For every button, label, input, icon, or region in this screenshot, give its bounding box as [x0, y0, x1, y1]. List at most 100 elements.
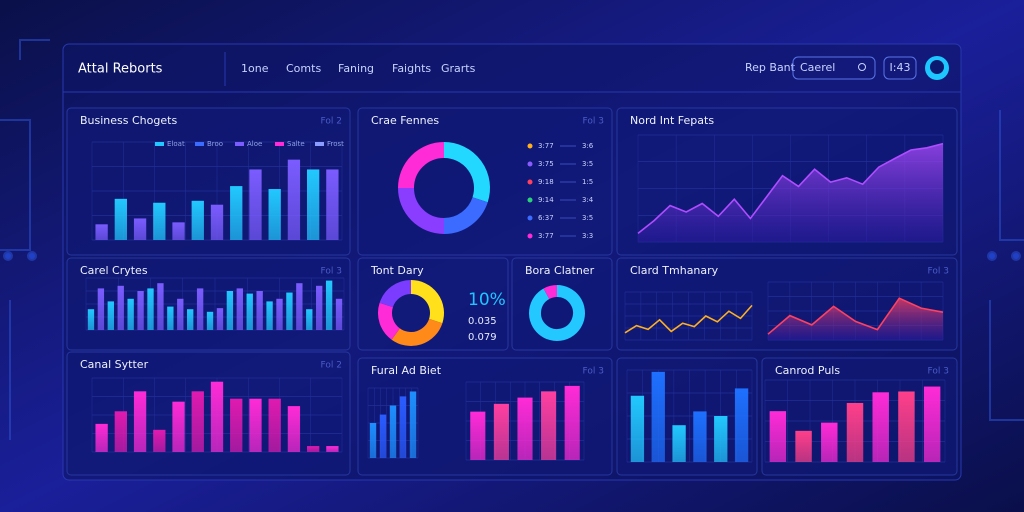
bar [335, 298, 343, 330]
bar [191, 391, 204, 452]
bar [296, 283, 303, 330]
bar [157, 283, 164, 330]
panel-title: Tont Dary [370, 264, 424, 277]
donut-segment [379, 280, 412, 308]
area [768, 298, 943, 340]
bar [95, 423, 108, 452]
search-box[interactable] [792, 56, 876, 80]
bar [693, 411, 707, 462]
donut-segment [391, 318, 443, 346]
bar [249, 169, 262, 240]
bar [564, 385, 580, 460]
stat: 0.035 [468, 316, 497, 327]
legend-key: 3:77 [538, 232, 554, 240]
bar [326, 169, 339, 240]
legend-key: 3:77 [538, 142, 554, 150]
legend-swatch [275, 142, 284, 146]
legend-value: 3:5 [582, 160, 593, 168]
bar [276, 298, 283, 330]
button-label: I:43 [890, 61, 911, 74]
bar [734, 388, 749, 462]
panel-title: Clard Tmhanary [630, 264, 719, 277]
legend-label: Frost [327, 140, 344, 148]
bar [541, 391, 557, 460]
bar [898, 391, 915, 462]
bar [153, 202, 166, 240]
bar [630, 395, 645, 462]
legend-value: 3:5 [582, 214, 593, 222]
bar [236, 288, 243, 330]
line [637, 142, 944, 235]
bar [307, 446, 320, 452]
circuit-decor [0, 39, 1024, 440]
bar [256, 291, 263, 330]
nav-item[interactable]: Comts [286, 62, 321, 75]
legend-dot [527, 179, 533, 185]
panel-tag: Fol 3 [583, 367, 604, 377]
bar [287, 159, 301, 240]
bar [286, 292, 293, 330]
bar [210, 204, 224, 240]
bar [325, 280, 333, 330]
panel-title: Canrod Puls [775, 364, 840, 377]
bar [206, 311, 214, 330]
bar [230, 186, 243, 240]
bar [147, 288, 154, 330]
stat: 10% [468, 290, 506, 310]
donut-segment [398, 142, 445, 189]
nav-item[interactable]: 1one [241, 62, 269, 75]
area [638, 143, 943, 242]
nav-item[interactable]: Grarts [441, 62, 476, 75]
bar [389, 405, 397, 458]
bar [210, 381, 224, 452]
bar [517, 397, 533, 460]
donut-segment [378, 302, 401, 340]
panel-tag: Fol 3 [928, 267, 949, 277]
panel-tag: Fol 3 [321, 267, 342, 277]
bar [714, 416, 728, 462]
legend-swatch [155, 142, 164, 146]
nav-item[interactable]: Faning [338, 62, 374, 75]
legend-key: 9:14 [538, 196, 554, 204]
nav-item[interactable]: Faights [392, 62, 431, 75]
search-icon [858, 63, 866, 71]
bar [107, 301, 114, 330]
panel-title: Canal Sytter [80, 358, 149, 371]
button[interactable] [883, 56, 917, 80]
bar [306, 309, 313, 330]
search-text: Caerel [800, 61, 835, 74]
app-title: Attal Reborts [78, 62, 163, 77]
panel-title: Bora Clatner [525, 264, 595, 277]
legend-value: 3:4 [582, 196, 594, 204]
legend-dot [527, 161, 533, 167]
donut-segment [443, 142, 490, 203]
legend-label: Aloe [247, 140, 262, 148]
avatar-inner [930, 60, 944, 74]
bar [137, 291, 144, 330]
bar [493, 403, 509, 460]
bar [97, 288, 105, 330]
bar [114, 198, 127, 240]
bar [133, 218, 147, 240]
bar [266, 301, 273, 330]
bar [316, 285, 323, 330]
bar [167, 306, 174, 330]
donut-segment [529, 285, 585, 341]
bar [117, 285, 124, 330]
donut-segment [410, 280, 444, 324]
bar [846, 402, 864, 462]
donut-segment [443, 196, 488, 234]
bar [651, 371, 665, 462]
bar [127, 298, 134, 330]
bar [326, 446, 339, 452]
panel-title: Business Chogets [80, 114, 177, 127]
legend-key: 9:18 [538, 178, 554, 186]
legend-label: Salte [287, 140, 305, 148]
bar [226, 291, 234, 330]
bar [923, 386, 941, 462]
user-name[interactable]: Rep Bant [745, 61, 796, 74]
legend-swatch [235, 142, 244, 146]
bar [172, 222, 185, 240]
legend-swatch [195, 142, 204, 146]
